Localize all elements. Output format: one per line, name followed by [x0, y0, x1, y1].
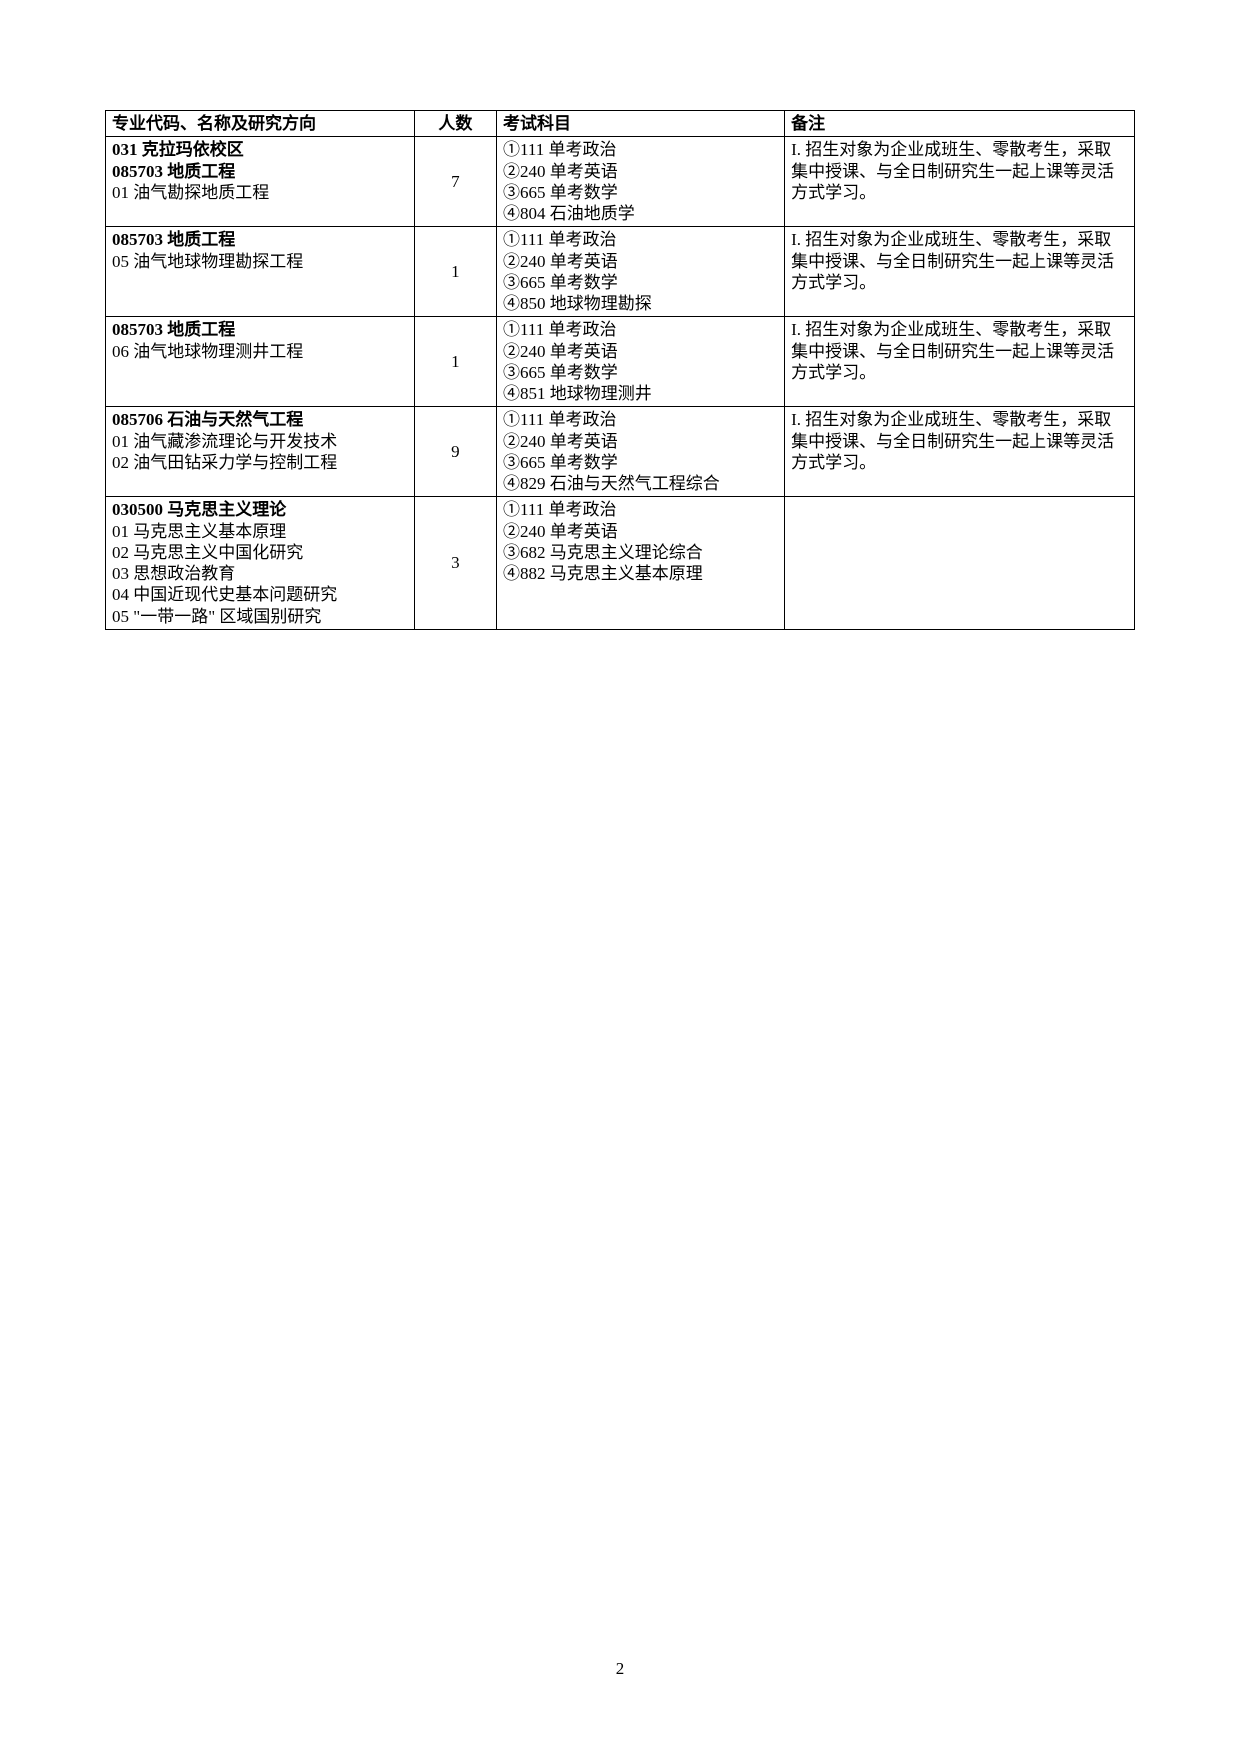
major-line: 04 中国近现代史基本问题研究: [112, 584, 408, 605]
subject-line: ④850 地球物理勘探: [503, 293, 778, 314]
subject-line: ③665 单考数学: [503, 452, 778, 473]
cell-count: 9: [414, 407, 496, 497]
cell-notes: [785, 497, 1135, 630]
major-line: 01 油气藏渗流理论与开发技术: [112, 431, 408, 452]
header-major: 专业代码、名称及研究方向: [106, 111, 415, 137]
subject-line: ④882 马克思主义基本原理: [503, 563, 778, 584]
cell-major: 085703 地质工程 05 油气地球物理勘探工程: [106, 227, 415, 317]
cell-notes: I. 招生对象为企业成班生、零散考生，采取集中授课、与全日制研究生一起上课等灵活…: [785, 227, 1135, 317]
subject-line: ①111 单考政治: [503, 499, 778, 520]
cell-count: 7: [414, 137, 496, 227]
subject-line: ④851 地球物理测井: [503, 383, 778, 404]
major-line: 06 油气地球物理测井工程: [112, 341, 408, 362]
cell-major: 031 克拉玛依校区 085703 地质工程 01 油气勘探地质工程: [106, 137, 415, 227]
cell-count: 1: [414, 317, 496, 407]
table-row: 085703 地质工程 05 油气地球物理勘探工程 1 ①111 单考政治 ②2…: [106, 227, 1135, 317]
subject-line: ②240 单考英语: [503, 521, 778, 542]
notes-text: I. 招生对象为企业成班生、零散考生，采取集中授课、与全日制研究生一起上课等灵活…: [791, 410, 1114, 472]
table-row: 085706 石油与天然气工程 01 油气藏渗流理论与开发技术 02 油气田钻采…: [106, 407, 1135, 497]
cell-notes: I. 招生对象为企业成班生、零散考生，采取集中授课、与全日制研究生一起上课等灵活…: [785, 317, 1135, 407]
cell-count: 1: [414, 227, 496, 317]
cell-subjects: ①111 单考政治 ②240 单考英语 ③665 单考数学 ④804 石油地质学: [497, 137, 785, 227]
cell-major: 085706 石油与天然气工程 01 油气藏渗流理论与开发技术 02 油气田钻采…: [106, 407, 415, 497]
header-count: 人数: [414, 111, 496, 137]
major-bold-line: 030500 马克思主义理论: [112, 499, 408, 520]
subject-line: ②240 单考英语: [503, 341, 778, 362]
major-line: 03 思想政治教育: [112, 563, 408, 584]
table-header-row: 专业代码、名称及研究方向 人数 考试科目 备注: [106, 111, 1135, 137]
major-bold-line: 085706 石油与天然气工程: [112, 409, 408, 430]
header-notes: 备注: [785, 111, 1135, 137]
subject-line: ③665 单考数学: [503, 362, 778, 383]
cell-major: 085703 地质工程 06 油气地球物理测井工程: [106, 317, 415, 407]
cell-subjects: ①111 单考政治 ②240 单考英语 ③665 单考数学 ④851 地球物理测…: [497, 317, 785, 407]
major-line: 05 "一带一路" 区域国别研究: [112, 606, 408, 627]
table-row: 031 克拉玛依校区 085703 地质工程 01 油气勘探地质工程 7 ①11…: [106, 137, 1135, 227]
subject-line: ③665 单考数学: [503, 182, 778, 203]
header-subjects: 考试科目: [497, 111, 785, 137]
subject-line: ④804 石油地质学: [503, 203, 778, 224]
major-line: 01 马克思主义基本原理: [112, 521, 408, 542]
subject-line: ②240 单考英语: [503, 431, 778, 452]
cell-major: 030500 马克思主义理论 01 马克思主义基本原理 02 马克思主义中国化研…: [106, 497, 415, 630]
cell-subjects: ①111 单考政治 ②240 单考英语 ③665 单考数学 ④850 地球物理勘…: [497, 227, 785, 317]
subject-line: ②240 单考英语: [503, 251, 778, 272]
cell-subjects: ①111 单考政治 ②240 单考英语 ③682 马克思主义理论综合 ④882 …: [497, 497, 785, 630]
catalog-table: 专业代码、名称及研究方向 人数 考试科目 备注 031 克拉玛依校区 08570…: [105, 110, 1135, 630]
major-line: 02 马克思主义中国化研究: [112, 542, 408, 563]
major-line: 02 油气田钻采力学与控制工程: [112, 452, 408, 473]
notes-text: I. 招生对象为企业成班生、零散考生，采取集中授课、与全日制研究生一起上课等灵活…: [791, 140, 1114, 202]
cell-notes: I. 招生对象为企业成班生、零散考生，采取集中授课、与全日制研究生一起上课等灵活…: [785, 407, 1135, 497]
subject-line: ①111 单考政治: [503, 229, 778, 250]
major-bold-line: 031 克拉玛依校区: [112, 139, 408, 160]
subject-line: ③665 单考数学: [503, 272, 778, 293]
subject-line: ①111 单考政治: [503, 409, 778, 430]
cell-count: 3: [414, 497, 496, 630]
table-row: 085703 地质工程 06 油气地球物理测井工程 1 ①111 单考政治 ②2…: [106, 317, 1135, 407]
major-line: 05 油气地球物理勘探工程: [112, 251, 408, 272]
subject-line: ③682 马克思主义理论综合: [503, 542, 778, 563]
major-line: 01 油气勘探地质工程: [112, 182, 408, 203]
table-row: 030500 马克思主义理论 01 马克思主义基本原理 02 马克思主义中国化研…: [106, 497, 1135, 630]
subject-line: ④829 石油与天然气工程综合: [503, 473, 778, 494]
cell-subjects: ①111 单考政治 ②240 单考英语 ③665 单考数学 ④829 石油与天然…: [497, 407, 785, 497]
notes-text: I. 招生对象为企业成班生、零散考生，采取集中授课、与全日制研究生一起上课等灵活…: [791, 320, 1114, 382]
cell-notes: I. 招生对象为企业成班生、零散考生，采取集中授课、与全日制研究生一起上课等灵活…: [785, 137, 1135, 227]
subject-line: ①111 单考政治: [503, 139, 778, 160]
major-bold-line: 085703 地质工程: [112, 319, 408, 340]
subject-line: ②240 单考英语: [503, 161, 778, 182]
page-number: 2: [0, 1659, 1240, 1679]
major-bold-line: 085703 地质工程: [112, 161, 408, 182]
subject-line: ①111 单考政治: [503, 319, 778, 340]
notes-text: I. 招生对象为企业成班生、零散考生，采取集中授课、与全日制研究生一起上课等灵活…: [791, 230, 1114, 292]
major-bold-line: 085703 地质工程: [112, 229, 408, 250]
